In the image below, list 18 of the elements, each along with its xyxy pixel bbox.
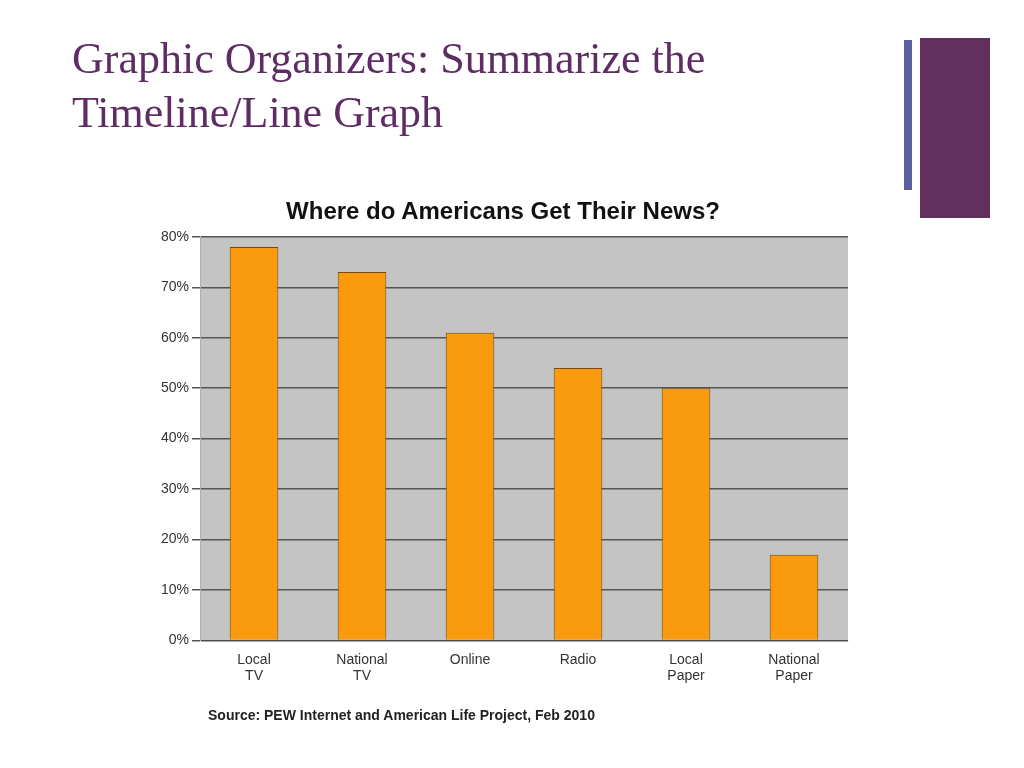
- x-tick-label: Radio: [559, 650, 597, 667]
- source-note: Source: PEW Internet and American Life Project, Feb 2010: [208, 707, 596, 723]
- y-tick-label: 70%: [160, 278, 190, 295]
- y-tick-label: 30%: [160, 479, 190, 496]
- x-tick-label: Local Paper: [667, 650, 706, 684]
- chart-title: Graphic Organizers: Summarize the Timeline/Line Graph: [72, 33, 707, 139]
- y-tick-label: 40%: [160, 429, 190, 446]
- y-tick-label: 80%: [160, 227, 190, 244]
- y-tick-label: 50%: [160, 379, 190, 396]
- x-tick-label: Online: [449, 650, 491, 667]
- y-tick-label: 10%: [160, 580, 190, 597]
- y-tick-label: 60%: [160, 328, 190, 345]
- y-tick-label: 0%: [168, 631, 190, 648]
- chart-subtitle: Where do Americans Get Their News?: [286, 197, 720, 225]
- y-tick-label: 20%: [160, 530, 190, 547]
- x-tick-label: Local TV: [237, 650, 271, 684]
- x-tick-label: National TV: [336, 650, 388, 684]
- x-tick-label: National Paper: [768, 650, 820, 684]
